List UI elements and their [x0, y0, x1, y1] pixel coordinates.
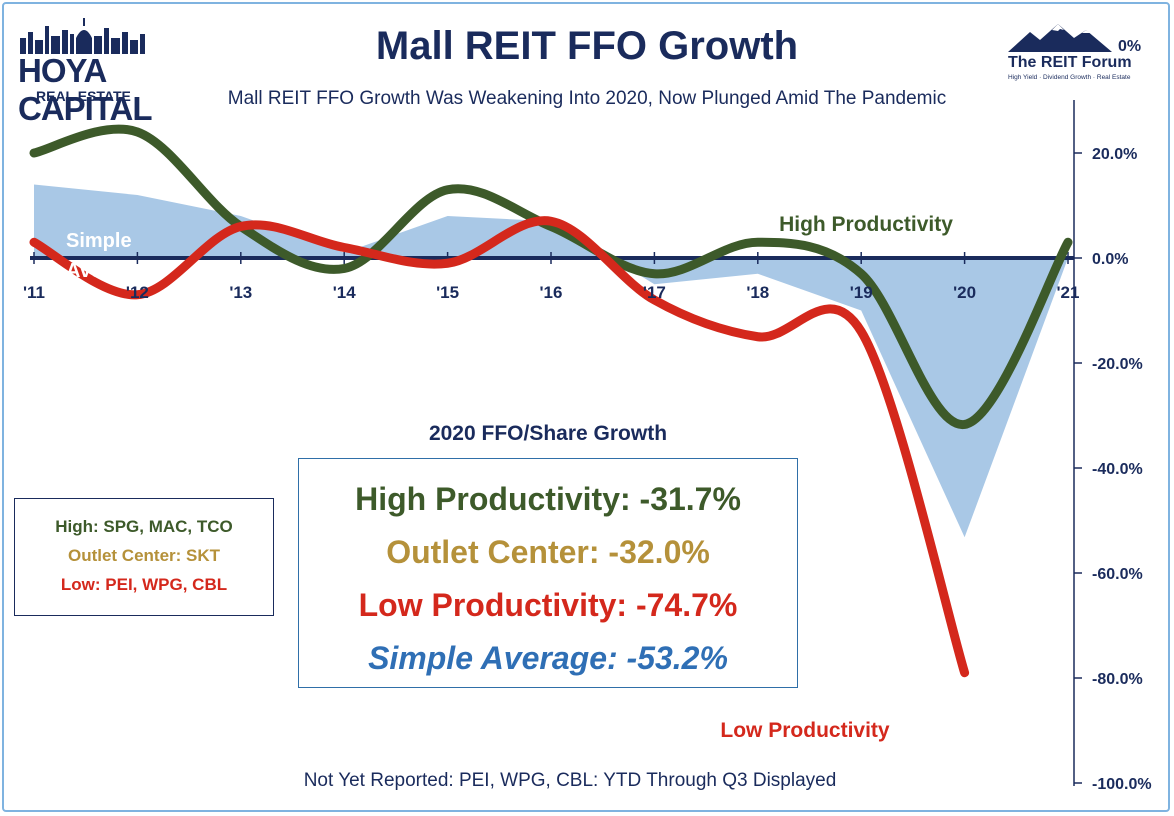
chart-subtitle: Mall REIT FFO Growth Was Weakening Into … [227, 88, 947, 109]
footnote: Not Yet Reported: PEI, WPG, CBL: YTD Thr… [303, 770, 837, 791]
x-tick-label: '17 [643, 283, 666, 302]
low-productivity-line [29, 216, 970, 678]
logo-sub: REAL ESTATE [36, 88, 131, 104]
y-tick-label: -60.0% [1092, 566, 1143, 583]
summary-caption: 2020 FFO/Share Growth [428, 422, 668, 445]
logo-tagline: High Yield · Dividend Growth · Real Esta… [1008, 74, 1131, 81]
summary-outlet: Outlet Center: -32.0% [386, 534, 710, 570]
x-tick-label: '21 [1057, 283, 1080, 302]
legend-low: Low: PEI, WPG, CBL [60, 575, 228, 594]
summary-low: Low Productivity: -74.7% [358, 587, 738, 623]
simple-average-label: Simple [66, 230, 132, 252]
logo-name: HOYA CAPITAL [18, 52, 153, 127]
x-tick-label: '19 [850, 283, 873, 302]
y-tick-label: -80.0% [1092, 671, 1143, 688]
simple-average-label: Average [66, 260, 144, 282]
legend-outlet: Outlet Center: SKT [67, 546, 221, 565]
top-tick-fragment: 0% [1118, 38, 1142, 55]
summary-high: High Productivity: -31.7% [355, 481, 741, 517]
x-tick-label: '20 [953, 283, 976, 302]
reit-forum-logo: The REIT Forum High Yield · Dividend Gro… [994, 22, 1134, 92]
chart-title: Mall REIT FFO Growth [375, 24, 799, 68]
simple-average-area [34, 184, 1068, 538]
logo-name: The REIT Forum [1008, 54, 1132, 71]
x-tick-label: '16 [540, 283, 563, 302]
x-tick-label: '18 [746, 283, 769, 302]
x-tick-label: '13 [229, 283, 252, 302]
skyline-icon [20, 18, 145, 54]
y-tick-label: -20.0% [1092, 356, 1143, 373]
summary-box: High Productivity: -31.7% Outlet Center:… [298, 458, 798, 688]
hoya-capital-logo: HOYA CAPITAL REAL ESTATE [14, 14, 154, 127]
y-tick-label: 0.0% [1092, 251, 1128, 268]
legend-high: High: SPG, MAC, TCO [55, 517, 233, 536]
summary-average: Simple Average: -53.2% [368, 640, 728, 676]
y-tick-label: -40.0% [1092, 461, 1143, 478]
x-tick-label: '12 [126, 283, 149, 302]
mountain-icon [1008, 24, 1112, 52]
high-productivity-label: High Productivity [779, 213, 953, 236]
x-tick-label: '11 [23, 283, 45, 302]
legend-box: High: SPG, MAC, TCO Outlet Center: SKT L… [14, 498, 274, 616]
x-tick-label: '14 [333, 283, 356, 302]
low-productivity-label: Low Productivity [720, 719, 890, 742]
x-tick-label: '15 [436, 283, 459, 302]
high-productivity-line [29, 124, 1073, 429]
y-tick-label: -100.0% [1092, 776, 1152, 793]
y-tick-label: 20.0% [1092, 146, 1137, 163]
